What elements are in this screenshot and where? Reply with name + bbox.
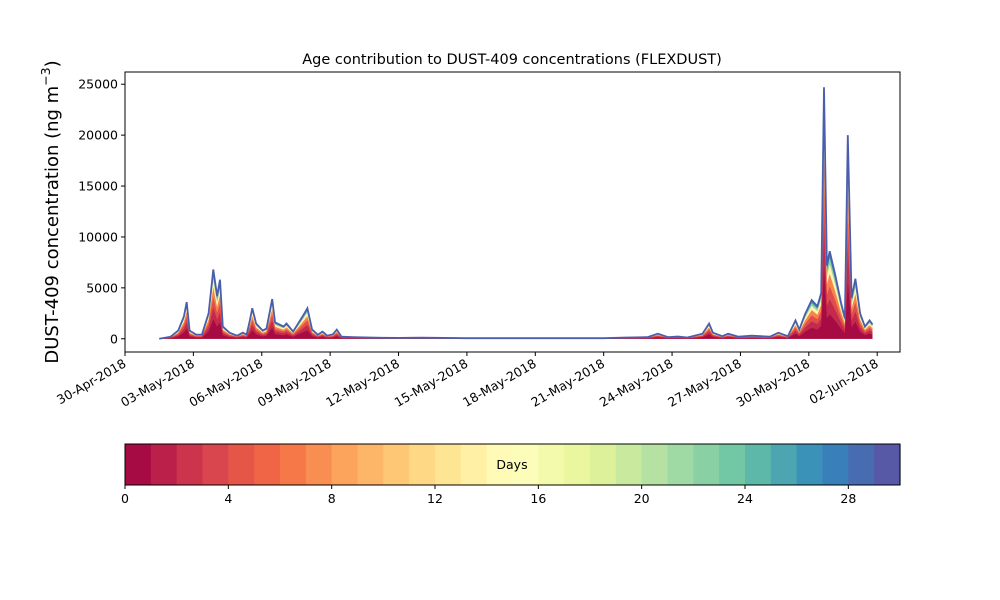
colorbar-bin <box>719 444 746 485</box>
plot-area <box>124 71 901 353</box>
colorbar-bin <box>280 444 307 485</box>
colorbar-bin <box>615 444 643 485</box>
y-tick-label: 0 <box>110 331 118 346</box>
colorbar-bin <box>409 444 436 485</box>
colorbar-bin <box>641 444 669 485</box>
y-axis-label-text: DUST-409 concentration (ng m <box>42 86 63 364</box>
colorbar-bin <box>486 444 514 485</box>
svg-text:DUST-409 concentration (ng m−3: DUST-409 concentration (ng m−3) <box>38 60 63 363</box>
colorbar-bin <box>305 444 333 485</box>
colorbar-bin <box>745 444 772 485</box>
colorbar-bin <box>590 444 617 485</box>
colorbar-bin <box>693 444 720 485</box>
colorbar-bin <box>796 444 824 485</box>
colorbar-bin <box>125 444 152 485</box>
colorbar-tick-label: 8 <box>328 491 336 506</box>
colorbar-tick-label: 28 <box>840 491 856 506</box>
colorbar-bin <box>176 444 204 485</box>
colorbar-tick-label: 20 <box>634 491 650 506</box>
colorbar-bin <box>538 444 565 485</box>
y-tick-label: 5000 <box>86 280 118 295</box>
colorbar-bin <box>202 444 229 485</box>
colorbar-bin <box>228 444 255 485</box>
colorbar-bin <box>564 444 591 485</box>
colorbar-bin <box>770 444 798 485</box>
colorbar-tick-label: 4 <box>224 491 232 506</box>
colorbar-bins <box>125 444 901 485</box>
colorbar-tick-label: 16 <box>530 491 546 506</box>
colorbar-tick-label: 12 <box>427 491 443 506</box>
y-tick-label: 10000 <box>78 229 118 244</box>
y-axis-label-superscript: −3 <box>38 67 53 85</box>
plot-frame <box>124 71 901 353</box>
colorbar-tick-label: 0 <box>121 491 129 506</box>
colorbar-bin <box>254 444 281 485</box>
colorbar-label: Days <box>496 457 527 472</box>
colorbar-bin <box>331 444 359 485</box>
y-axis-label: DUST-409 concentration (ng m−3) <box>38 60 63 363</box>
colorbar-bin <box>357 444 384 485</box>
colorbar-bin <box>848 444 875 485</box>
colorbar-bin <box>667 444 694 485</box>
y-axis-label-close: ) <box>42 60 63 67</box>
colorbar-bin <box>874 444 901 485</box>
colorbar-bin <box>822 444 849 485</box>
colorbar-frame <box>124 443 901 486</box>
y-tick-label: 15000 <box>78 179 118 194</box>
colorbar-ticks: 0 4 8 12 16 20 24 28 <box>121 485 856 506</box>
colorbar-bin <box>435 444 462 485</box>
colorbar-bin <box>150 444 178 485</box>
colorbar-bin <box>460 444 488 485</box>
colorbar: Days 0 4 8 12 16 20 24 28 <box>121 443 901 506</box>
chart-title: Age contribution to DUST-409 concentrati… <box>302 52 722 68</box>
colorbar-bin <box>383 444 410 485</box>
y-tick-label: 25000 <box>78 77 118 92</box>
y-tick-label: 20000 <box>78 128 118 143</box>
total-concentration-line <box>159 87 874 340</box>
colorbar-bin <box>512 444 539 485</box>
colorbar-tick-label: 24 <box>737 491 753 506</box>
y-axis: 0 5000 10000 15000 20000 25000 <box>78 77 125 346</box>
